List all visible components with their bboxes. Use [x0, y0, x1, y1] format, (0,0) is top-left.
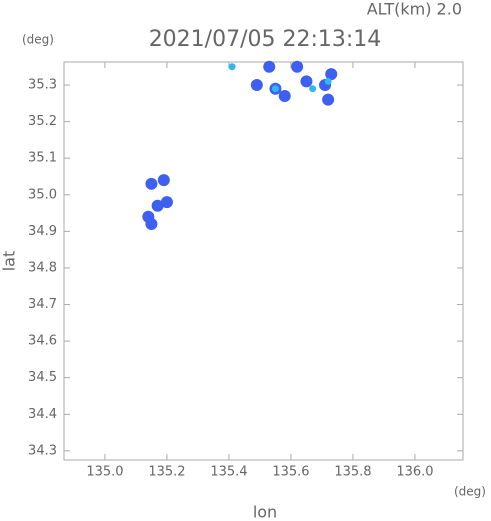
x-tick-label: 135.4	[210, 465, 247, 480]
echo-point	[324, 77, 332, 85]
echo-point	[322, 93, 335, 106]
echo-point	[271, 85, 279, 93]
y-tick-label: 35.0	[28, 187, 57, 202]
x-tick-label: 135.6	[272, 465, 309, 480]
x-tick-label: 136.0	[396, 465, 433, 480]
y-tick-label: 34.6	[28, 334, 57, 349]
y-axis-label: lat	[0, 251, 19, 272]
x-tick-label: 135.8	[334, 465, 371, 480]
y-tick-label: 35.2	[28, 114, 57, 129]
y-unit: (deg)	[22, 33, 54, 47]
echo-point	[160, 196, 173, 209]
x-tick-label: 135.0	[86, 465, 123, 480]
x-tick-label: 135.2	[148, 465, 185, 480]
echo-point	[300, 75, 313, 88]
echo-point	[325, 68, 338, 81]
echo-point	[278, 90, 291, 103]
y-tick-label: 34.5	[28, 370, 57, 385]
y-tick-label: 35.1	[28, 151, 57, 166]
y-tick-label: 34.4	[28, 407, 57, 422]
echo-point	[291, 60, 304, 73]
echo-point	[145, 177, 158, 190]
altitude-label: ALT(km) 2.0	[367, 0, 462, 19]
y-tick-label: 35.3	[28, 78, 57, 93]
y-tick-label: 34.7	[28, 297, 57, 312]
chart-title: 2021/07/05 22:13:14	[149, 27, 382, 52]
y-tick-label: 34.8	[28, 260, 57, 275]
echo-point	[228, 63, 236, 71]
echo-point	[145, 218, 158, 231]
x-axis-label: lon	[253, 503, 277, 521]
echo-point	[263, 60, 276, 73]
echo-point	[250, 79, 263, 92]
x-unit: (deg)	[454, 485, 486, 499]
y-tick-label: 34.9	[28, 224, 57, 239]
y-tick-label: 34.3	[28, 443, 57, 458]
echo-point	[309, 85, 317, 93]
echo-point	[151, 199, 164, 212]
echo-point	[157, 174, 170, 187]
plot-frame	[63, 61, 464, 461]
